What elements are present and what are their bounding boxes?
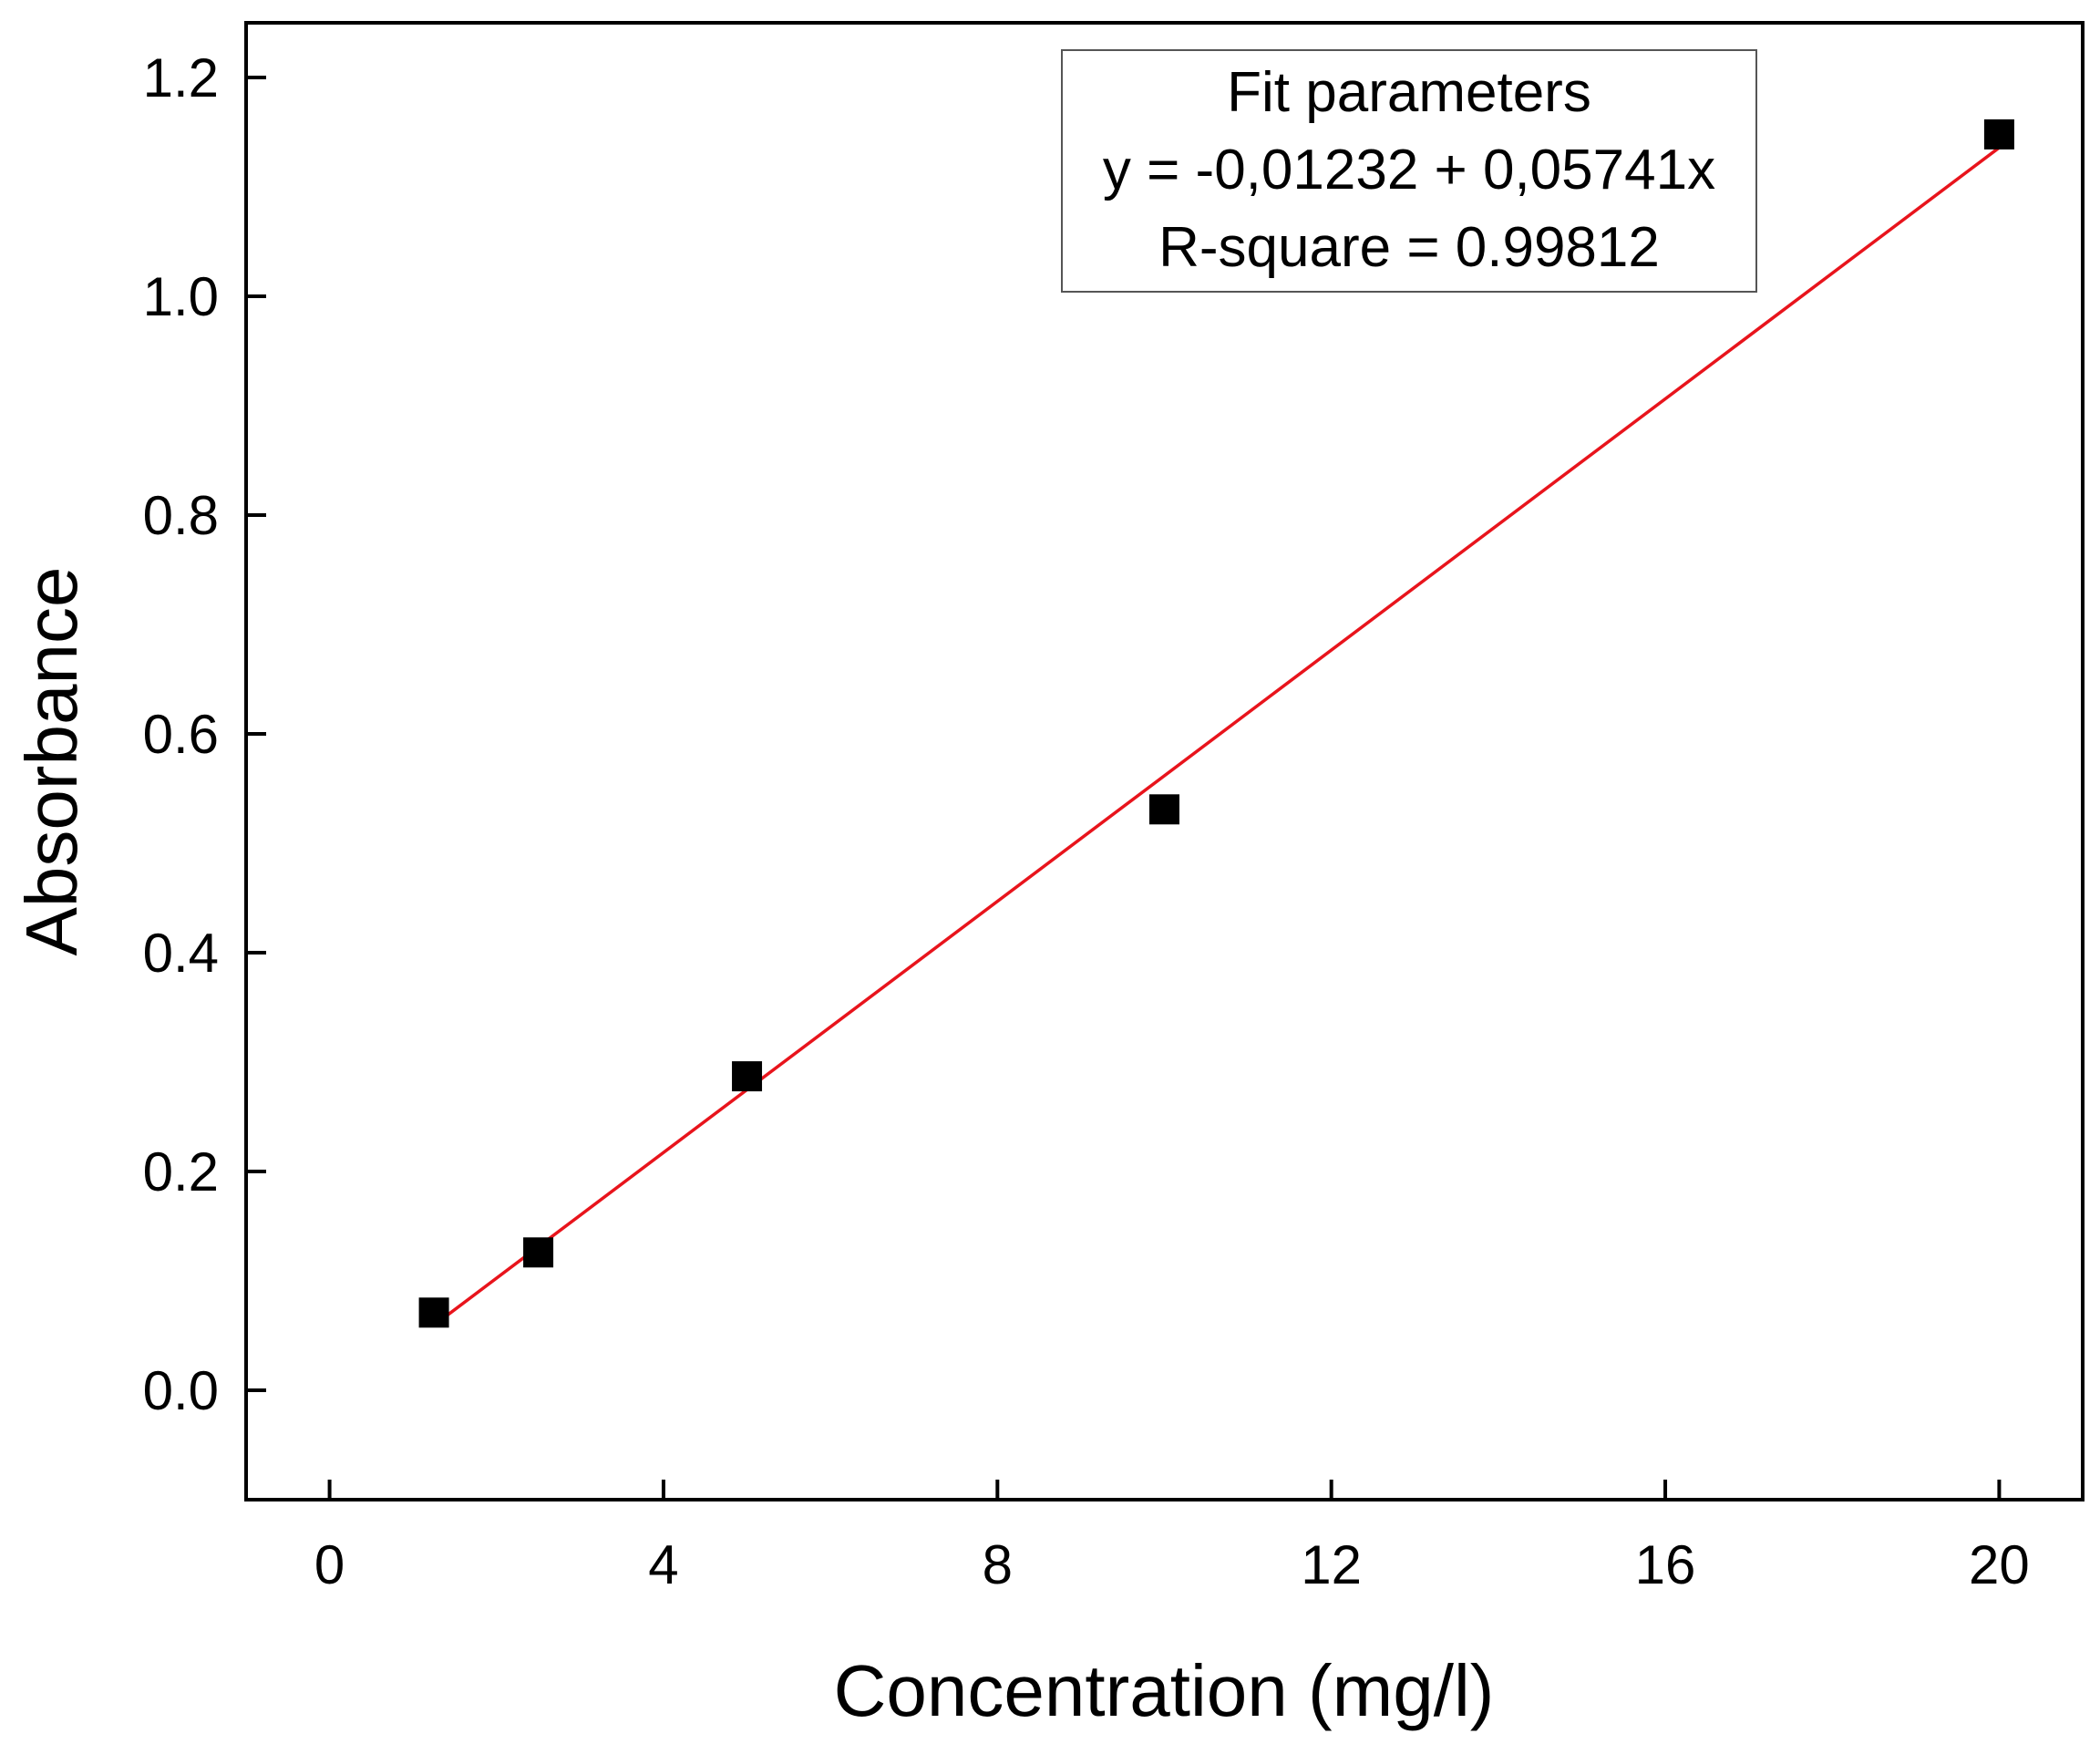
data-point-marker [418, 1297, 449, 1328]
y-tick-label: 0.0 [143, 1360, 219, 1421]
plot-frame [244, 21, 2085, 1501]
x-tick-label: 0 [314, 1534, 345, 1595]
linear-fit-line [433, 146, 2001, 1327]
fit-equation: y = -0,01232 + 0,05741x [1103, 139, 1715, 201]
x-tick-label: 4 [648, 1534, 678, 1595]
fit-parameters-box: Fit parameters y = -0,01232 + 0,05741x R… [1061, 49, 1757, 293]
x-axis-ticks: 0 4 8 12 16 20 [314, 1480, 2030, 1595]
r-square-value: R-square = 0.99812 [1158, 216, 1660, 279]
y-axis-label: Absorbance [11, 567, 92, 956]
fit-parameters-frame [1061, 49, 1757, 293]
data-point-marker [732, 1061, 763, 1092]
y-tick-label: 1.0 [143, 266, 219, 327]
data-point-marker [1149, 794, 1179, 825]
y-tick-label: 1.2 [143, 47, 219, 108]
y-tick-label: 0.6 [143, 704, 219, 765]
data-points [418, 119, 2014, 1328]
x-tick-label: 12 [1301, 1534, 1362, 1595]
y-axis-ticks: 0.0 0.2 0.4 0.6 0.8 1.0 1.2 [143, 47, 266, 1421]
y-tick-label: 0.4 [143, 923, 219, 984]
x-axis-label: Concentration (mg/l) [834, 1650, 1495, 1731]
x-tick-label: 8 [983, 1534, 1013, 1595]
data-point-marker [523, 1237, 554, 1268]
data-point-marker [1983, 119, 2014, 150]
x-tick-label: 16 [1635, 1534, 1696, 1595]
y-tick-label: 0.2 [143, 1141, 219, 1202]
y-tick-label: 0.8 [143, 485, 219, 546]
fit-parameters-title: Fit parameters [1227, 61, 1591, 124]
x-tick-label: 20 [1969, 1534, 2030, 1595]
